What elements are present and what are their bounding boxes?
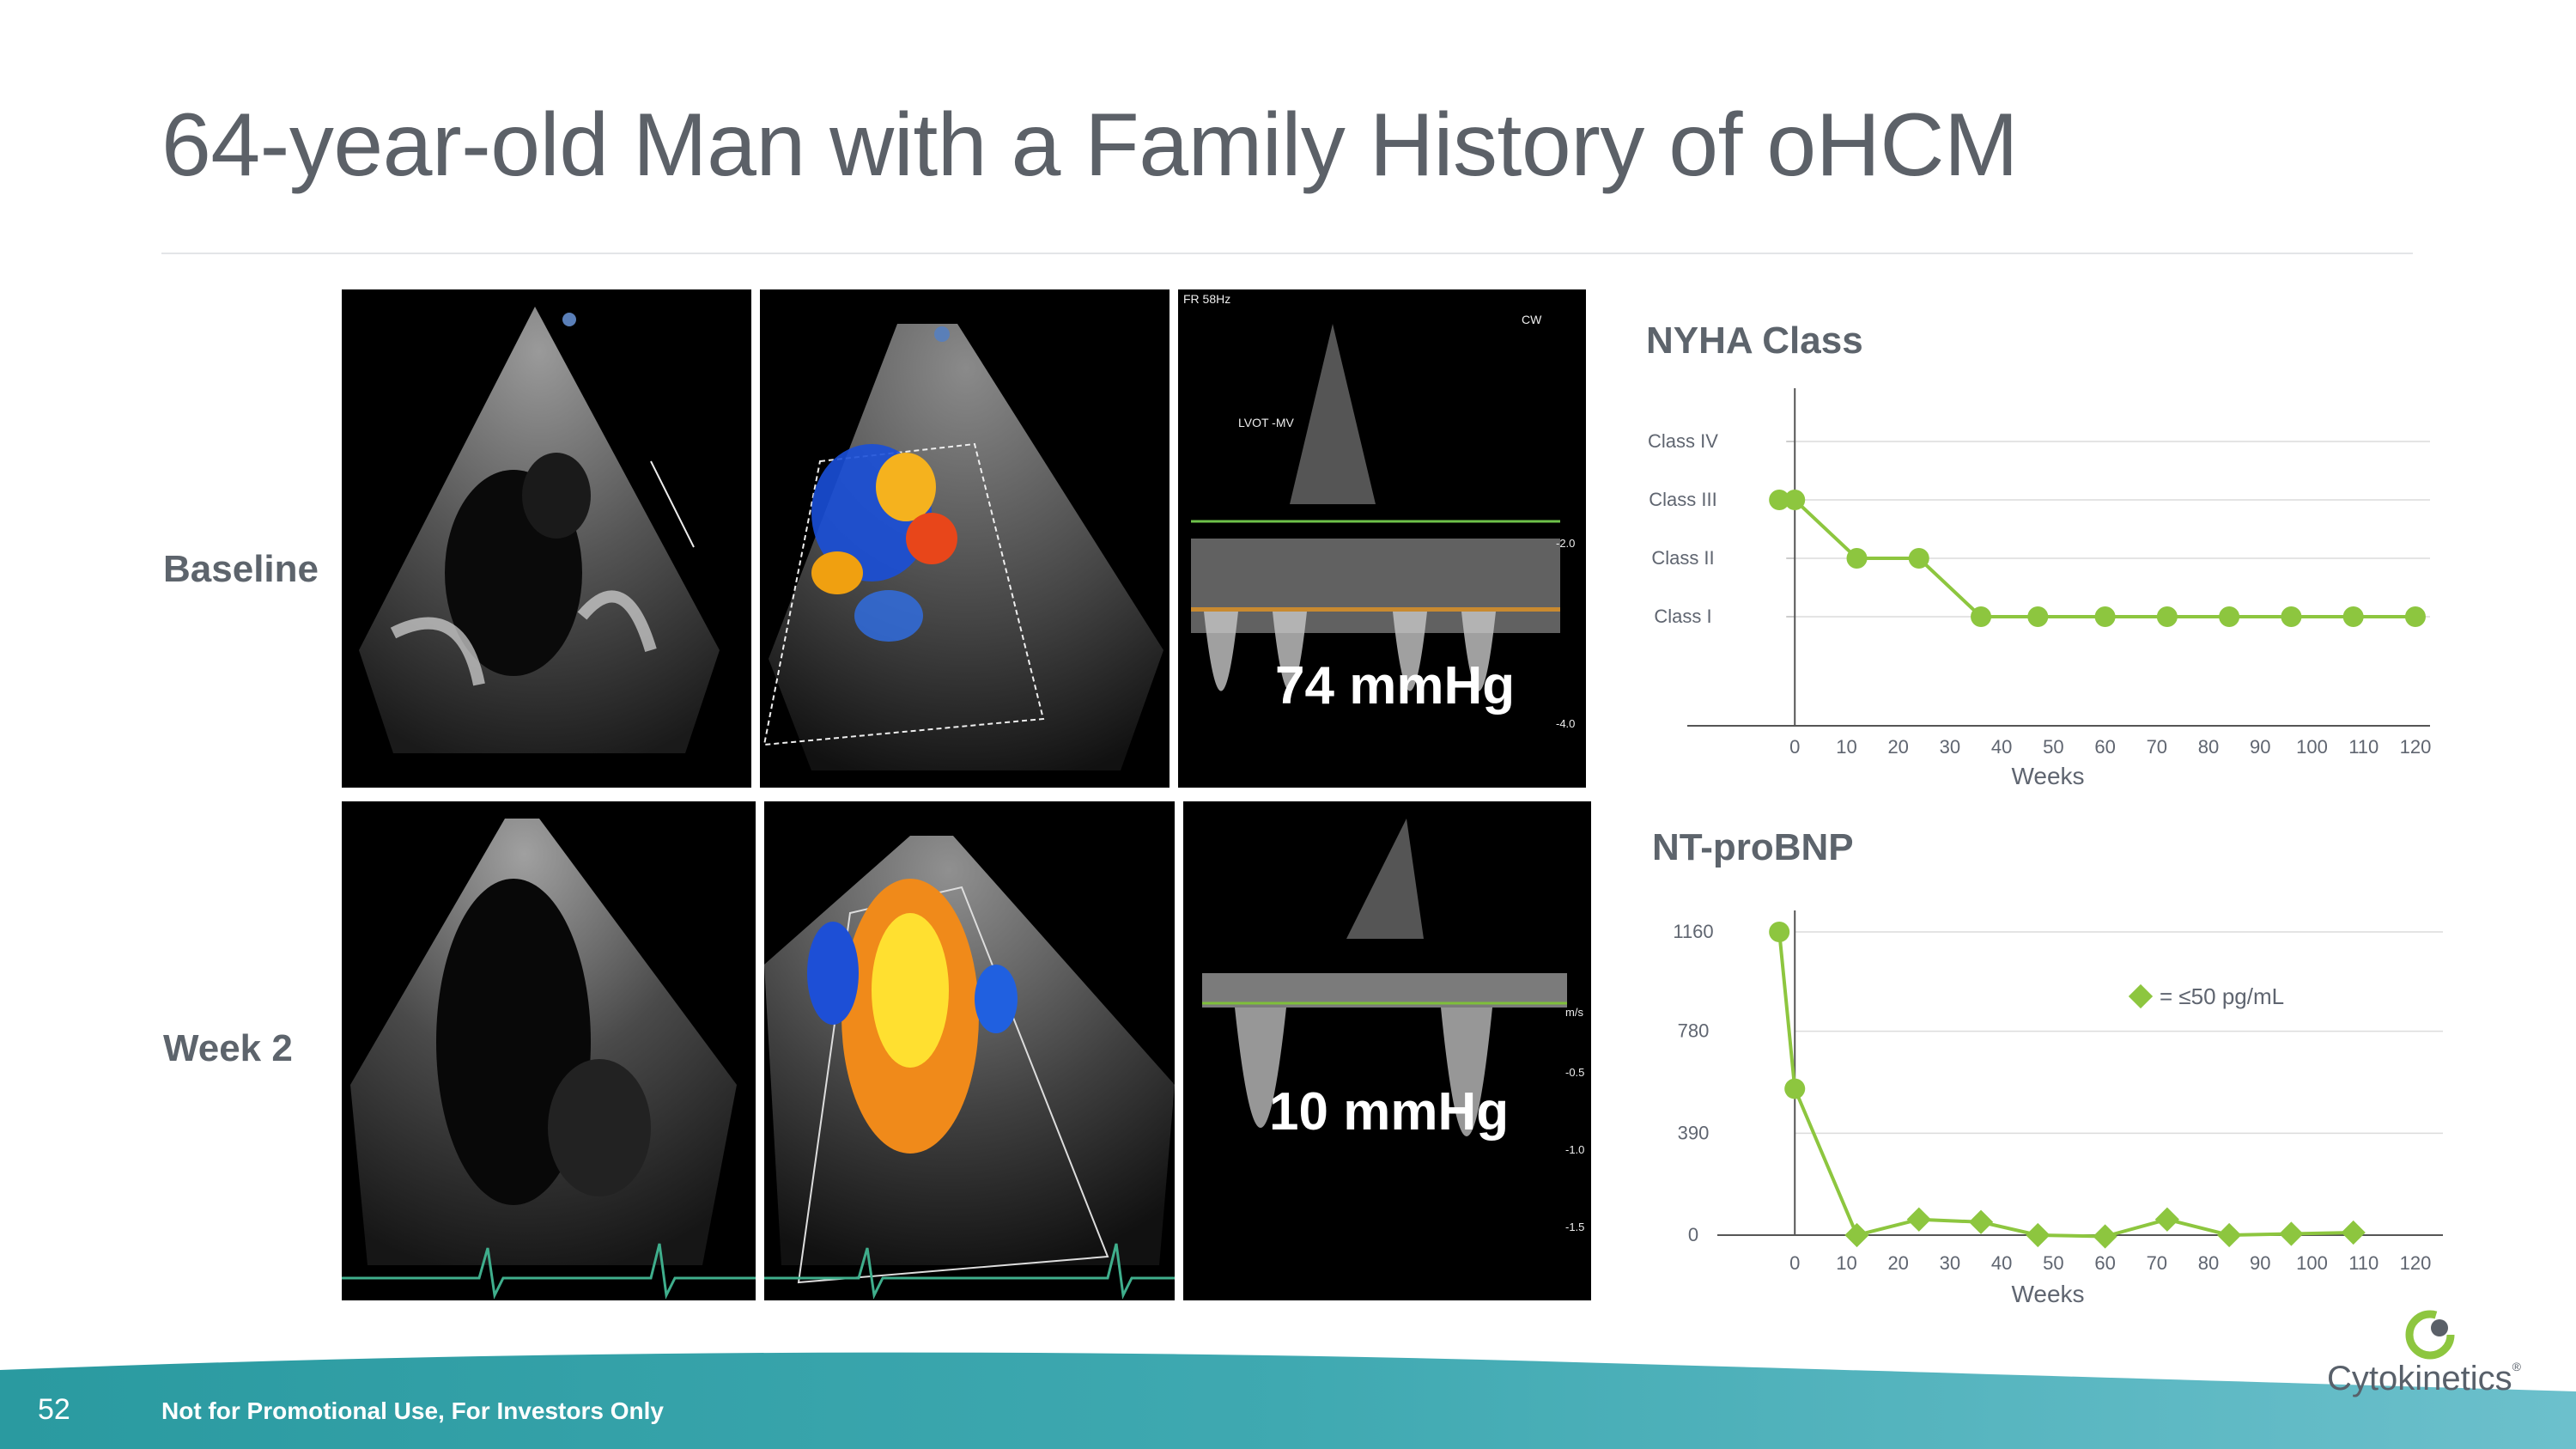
y-tick-label: 0 [1688,1224,1698,1245]
x-tick-label: 0 [1789,1252,1800,1274]
data-point [1784,490,1806,510]
data-point-diamond [1906,1207,1931,1232]
data-point [2342,606,2364,627]
x-tick-label: 10 [1836,1252,1856,1274]
y-tick-label: Class IV [1648,430,1718,452]
baseline-gradient-label: 74 mmHg [1275,656,1516,715]
series-line [1777,931,2354,1239]
x-tick-label: 110 [2348,736,2379,758]
svg-text:-1.0: -1.0 [1565,1143,1584,1156]
x-tick-label: 20 [1887,736,1908,758]
y-tick-label: 1160 [1673,921,1713,942]
x-tick-label: 40 [1991,736,2012,758]
x-tick-label: 20 [1887,1252,1908,1274]
data-point-diamond [1968,1209,1994,1234]
page-number: 52 [38,1393,70,1426]
x-tick-label: 60 [2094,736,2115,758]
data-point [2219,606,2240,627]
data-point-diamond [2216,1222,2242,1248]
y-tick-label: Class III [1649,489,1716,510]
svg-text:m/s: m/s [1565,1006,1583,1019]
data-point [2281,606,2302,627]
data-point [1846,548,1868,569]
week2-gradient-label: 10 mmHg [1269,1082,1510,1142]
svg-text:LVOT -MV: LVOT -MV [1238,416,1294,429]
data-point-diamond [2093,1224,2117,1249]
x-tick-label: 100 [2296,736,2328,758]
legend-label: = ≤50 pg/mL [2160,983,2284,1009]
y-tick-label: 780 [1678,1020,1710,1042]
legend-diamond-icon [2128,983,2154,1009]
x-tick-label: 90 [2250,1252,2270,1274]
echo-week2-color-doppler [764,801,1175,1300]
y-tick-label: Class II [1651,547,1714,569]
data-point [2404,606,2426,627]
x-tick-label: 110 [2348,1252,2379,1274]
x-tick-label: 120 [2400,736,2432,758]
data-point [1908,548,1929,569]
svg-text:-2.0: -2.0 [1556,537,1575,550]
footer-band [0,1352,2576,1449]
title-divider [161,253,2413,254]
x-tick-label: 70 [2147,736,2167,758]
svg-text:-1.5: -1.5 [1565,1221,1584,1233]
x-tick-label: 70 [2147,1252,2167,1274]
data-point [1784,1078,1806,1099]
x-tick-label: 30 [1940,736,1960,758]
data-point [1769,922,1790,942]
data-point [1769,490,1790,510]
x-tick-label: 30 [1940,1252,1960,1274]
svg-text:-4.0: -4.0 [1556,717,1575,730]
echo-week2-cw-doppler: m/s -0.5 -1.0 -1.5 [1183,801,1591,1300]
x-tick-label: 60 [2094,1252,2115,1274]
echo-baseline-cw-doppler: FR 58Hz LVOT -MV CW -2.0 -4.0 [1178,289,1586,788]
x-tick-label: 80 [2198,736,2219,758]
footer-disclaimer: Not for Promotional Use, For Investors O… [161,1397,664,1424]
svg-text:FR 58Hz: FR 58Hz [1183,292,1230,306]
slide-title: 64-year-old Man with a Family History of… [161,95,2019,195]
y-tick-label: Class I [1654,606,1711,627]
echo-week2-2d [342,801,756,1300]
x-axis-label: Weeks [2011,763,2084,789]
x-tick-label: 40 [1991,1252,2012,1274]
data-point [2094,606,2116,627]
x-tick-label: 90 [2250,736,2270,758]
svg-text:-0.5: -0.5 [1565,1066,1584,1079]
data-point [1971,606,1992,627]
x-tick-label: 120 [2400,1252,2432,1274]
data-point [2156,606,2178,627]
ntprobnp-chart: 0 390 780 1160 0 10 20 30 40 50 60 70 80 90 100 110 120 W… [1673,910,2443,1307]
logo-wordmark: Cytokinetics® [2327,1360,2521,1398]
nyha-chart-title: NYHA Class [1646,320,1863,362]
logo-wordmark-text: Cytokinetics [2327,1360,2512,1397]
svg-text:CW: CW [1522,313,1542,326]
echo-baseline-2d [342,289,751,788]
x-tick-label: 50 [2043,1252,2063,1274]
x-tick-label: 50 [2043,736,2063,758]
y-tick-label: 390 [1678,1122,1710,1143]
x-tick-label: 10 [1836,736,1856,758]
x-tick-label: 0 [1789,736,1800,758]
registered-mark: ® [2512,1360,2521,1373]
row-label-baseline: Baseline [163,548,319,590]
data-point-diamond [2279,1221,2304,1246]
nyha-chart: Class I Class II Class III Class IV 0 10 20 30 4… [1648,388,2432,789]
data-point [2027,606,2049,627]
x-axis-label: Weeks [2011,1281,2084,1307]
data-point-diamond [1844,1222,1869,1248]
x-tick-label: 100 [2296,1252,2328,1274]
ntprobnp-chart-title: NT-proBNP [1652,826,1854,868]
data-point-diamond [2154,1207,2180,1232]
data-point-diamond [2341,1220,2366,1245]
cytokinetics-logo-icon [2405,1310,2455,1360]
series-line [1779,498,2415,618]
row-label-week2: Week 2 [163,1027,293,1069]
x-tick-label: 80 [2198,1252,2219,1274]
data-point-diamond [2026,1222,2050,1248]
echo-baseline-color-doppler [760,289,1170,788]
